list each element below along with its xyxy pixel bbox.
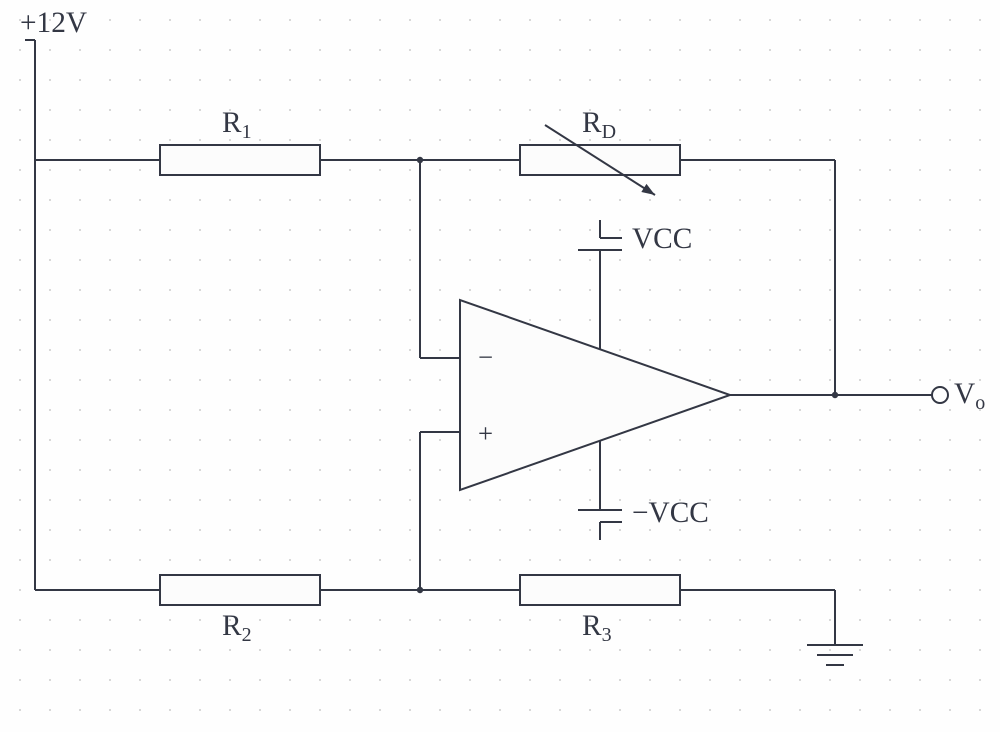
svg-text:RD: RD <box>582 107 616 143</box>
label-vo: Vo <box>954 378 985 414</box>
svg-text:Vo: Vo <box>954 378 985 414</box>
label-r3: R3 <box>582 610 612 646</box>
svg-text:R3: R3 <box>582 610 612 646</box>
label-r1: R1 <box>222 107 252 143</box>
label-rd: RD <box>582 107 616 143</box>
label-vcc-neg: −VCC <box>632 497 709 529</box>
svg-text:R2: R2 <box>222 610 252 646</box>
opamp-plus: + <box>478 418 493 448</box>
label-12v: +12V <box>20 7 87 39</box>
svg-text:R1: R1 <box>222 107 252 143</box>
opamp-minus: − <box>478 342 493 372</box>
vo-terminal <box>932 387 948 403</box>
label-vcc-pos: VCC <box>632 223 692 255</box>
label-r2: R2 <box>222 610 252 646</box>
opamp <box>460 300 730 490</box>
